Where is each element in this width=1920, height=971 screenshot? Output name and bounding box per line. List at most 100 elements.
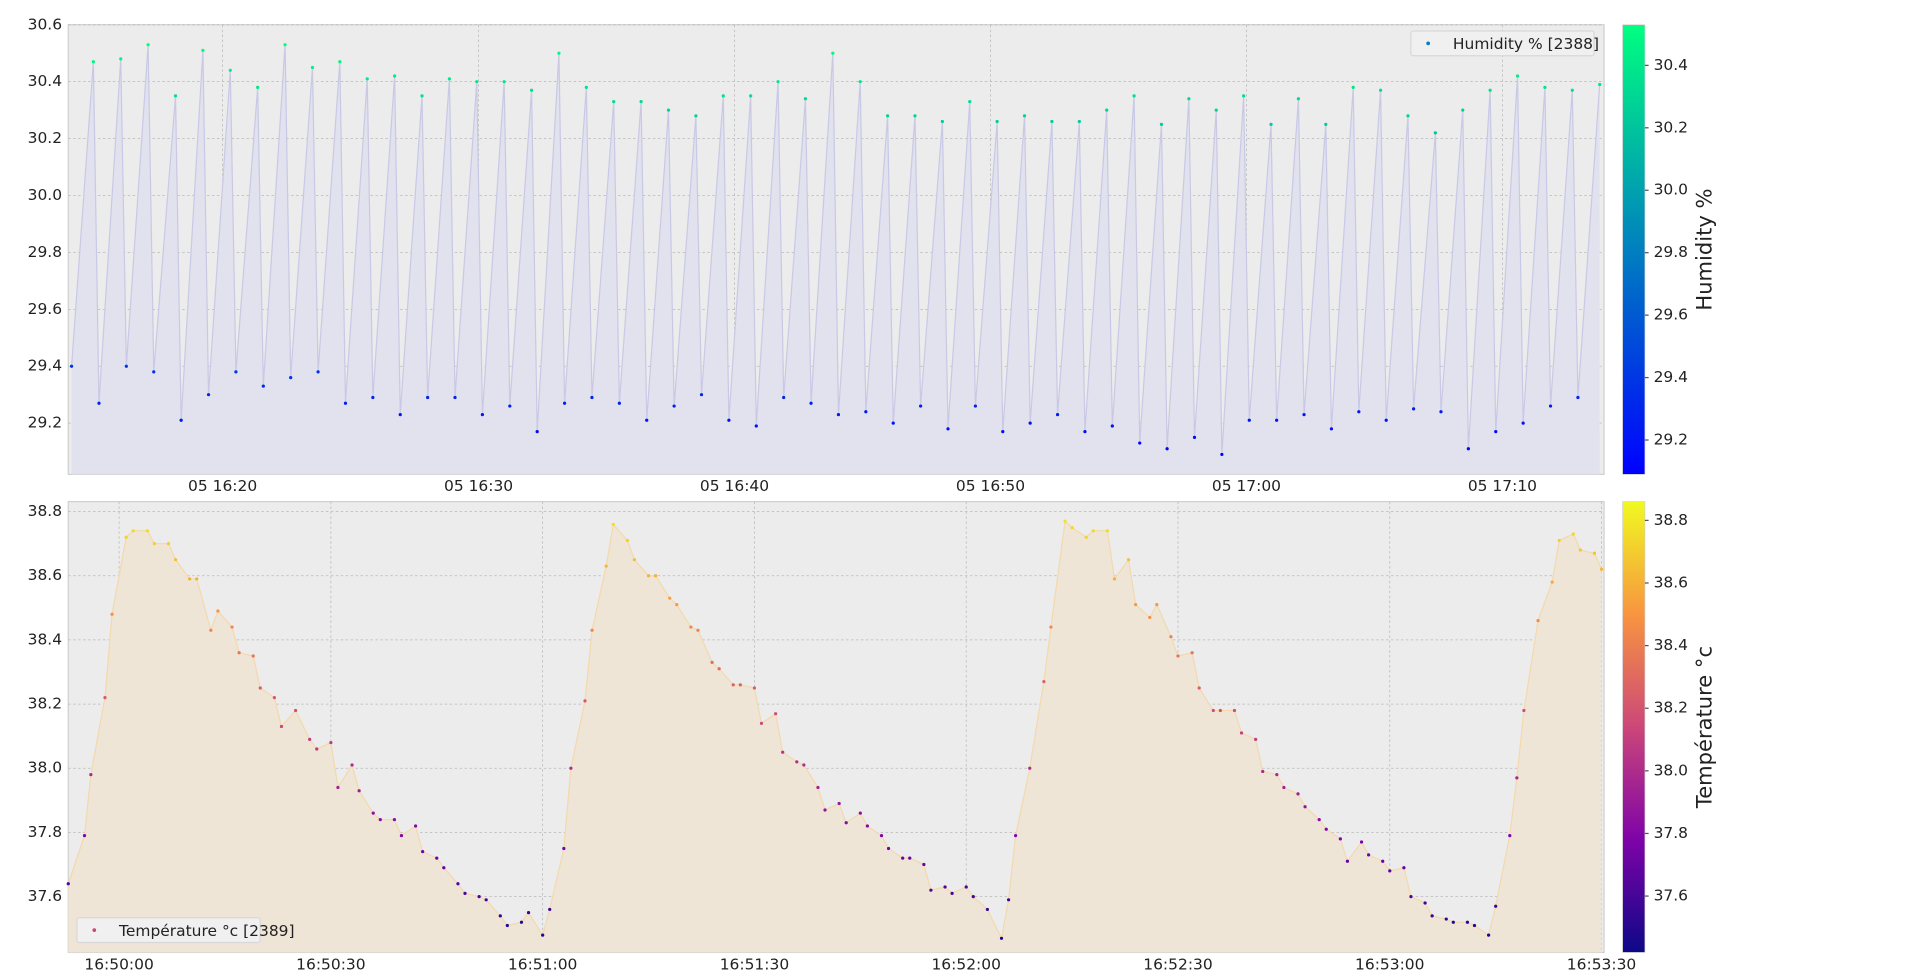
data-point [124,364,128,368]
data-point [1302,412,1306,417]
data-point [699,393,704,397]
legend-label: Humidity % [2388] [1453,35,1599,53]
legend-marker [1426,41,1431,46]
data-point [124,535,128,539]
data-point [398,412,402,417]
colorbar-tick-label: 38.4 [1654,636,1688,654]
colorbar-tick-label: 29.4 [1654,368,1688,386]
data-point [831,51,835,55]
data-point [173,94,178,98]
data-point [752,686,757,690]
data-point [844,821,848,825]
data-point [1324,122,1328,126]
data-point [803,97,808,101]
data-point [420,94,424,98]
data-point [1411,407,1416,411]
data-point [216,609,220,613]
legend-box [1410,30,1595,57]
data-point [1155,602,1159,607]
data-point [858,80,862,84]
data-point [1239,731,1244,735]
data-point [940,119,944,124]
colorbar-tick-label: 30.4 [1654,56,1688,74]
colorbar-tick-label: 38.0 [1654,761,1688,779]
data-point [710,660,714,664]
y-tick-label: 38.6 [28,566,62,584]
data-point [1218,708,1222,713]
data-point [569,766,573,770]
data-point [1536,619,1540,623]
y-tick-label: 30.6 [28,15,62,33]
data-point [1381,859,1385,863]
data-point [590,395,594,400]
data-point [696,628,700,632]
data-point [393,74,397,78]
data-point [836,412,841,417]
data-point [858,811,862,815]
data-point [477,894,481,899]
y-tick-label: 38.4 [28,630,62,648]
data-point [1132,94,1136,98]
data-point [731,683,735,687]
data-point [919,404,923,408]
data-point [971,894,975,899]
data-point [995,119,999,124]
data-point [1028,766,1032,770]
data-point [1192,435,1197,439]
data-point [612,99,616,104]
data-point [1050,119,1054,124]
data-point [1486,933,1491,937]
y-tick-label: 29.8 [28,243,62,261]
data-point [1022,114,1027,118]
data-point [1165,447,1169,451]
data-point [1576,395,1580,400]
data-point [179,418,183,422]
legend: Température °c [2389] [76,917,295,944]
data-point [1488,88,1492,92]
data-point [1466,447,1470,451]
data-point [447,77,452,81]
x-tick-label: 05 17:10 [1468,477,1537,495]
data-point [1169,635,1173,639]
data-point [421,850,425,854]
data-point [1261,769,1265,774]
data-point [1042,679,1046,684]
data-point [1138,441,1142,445]
data-point [453,395,457,400]
data-point [922,862,926,867]
data-point [1570,88,1574,92]
data-point [1254,737,1258,741]
data-point [562,846,566,851]
data-point [526,911,531,915]
data-point [1232,708,1237,713]
data-point [378,817,382,822]
data-point [754,424,758,428]
data-point [82,834,87,838]
colorbar-tick-label: 38.6 [1654,573,1688,591]
data-point [1190,651,1194,655]
data-point [950,891,954,895]
data-point [1571,532,1575,536]
data-point [583,699,587,703]
data-point [1028,421,1032,425]
data-point [188,577,192,581]
data-point [234,370,238,374]
data-point [1296,97,1301,101]
data-point [1522,708,1526,713]
colorbar-tick-label: 30.0 [1654,181,1688,199]
data-point [1338,837,1342,841]
data-point [145,529,149,533]
data-point [1176,654,1180,658]
data-point [1105,108,1109,112]
data-point [103,696,107,700]
legend-marker [92,928,97,932]
data-point [1444,917,1448,921]
series-line [70,44,1601,455]
data-point [1296,792,1300,796]
x-tick-label: 05 16:30 [444,477,513,495]
data-point [343,401,348,405]
data-point [1521,421,1525,425]
data-point [604,564,608,568]
data-point [611,522,615,526]
